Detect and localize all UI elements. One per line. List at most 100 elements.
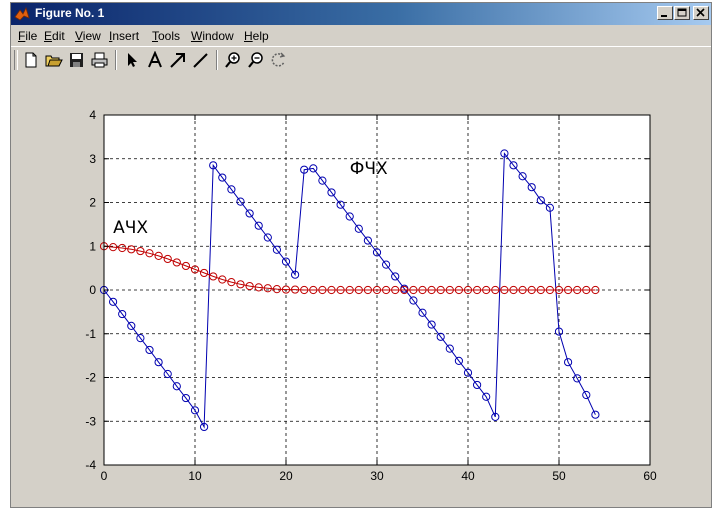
phase-response-point <box>227 185 236 194</box>
amplitude-response-point <box>454 285 463 295</box>
matlab-logo-icon <box>14 6 30 21</box>
amplitude-response-point <box>263 284 272 293</box>
phase-response-point <box>127 321 136 330</box>
text-a-icon <box>148 51 162 68</box>
close-button[interactable] <box>693 6 709 20</box>
amplitude-response-point <box>327 285 336 295</box>
amplitude-response-point <box>336 285 345 295</box>
amplitude-response-point <box>372 285 382 295</box>
phase-response-point <box>172 382 181 391</box>
y-tick-label: 0 <box>89 283 96 297</box>
menu-insert[interactable]: Insert <box>109 29 140 43</box>
maximize-icon <box>677 8 687 17</box>
save-button[interactable] <box>67 51 87 69</box>
maximize-button[interactable] <box>674 6 690 20</box>
amplitude-response-point <box>445 285 454 295</box>
amplitude-response-point <box>118 243 127 253</box>
phase-response-point <box>573 374 582 383</box>
select-arrow-button[interactable] <box>122 51 142 69</box>
y-tick-label: -2 <box>85 371 96 385</box>
amplitude-response-point <box>200 268 209 278</box>
insert-arrow-button[interactable] <box>168 51 188 69</box>
rotate-3d-icon <box>271 52 286 67</box>
phase-response-point <box>200 422 209 432</box>
print-button[interactable] <box>90 51 110 69</box>
x-tick-label: 20 <box>279 469 293 483</box>
amplitude-response-point <box>318 285 327 295</box>
annotation-amplitude-label: АЧХ <box>113 218 148 238</box>
phase-response-point <box>309 164 318 173</box>
menu-edit[interactable]: Edit <box>44 29 65 43</box>
phase-response-point <box>272 245 281 254</box>
phase-response-point <box>391 272 400 281</box>
phase-response-point <box>327 188 336 197</box>
phase-response-point <box>300 165 309 174</box>
open-file-button[interactable] <box>44 51 64 69</box>
amplitude-response-point <box>391 285 400 295</box>
new-figure-button[interactable] <box>21 51 41 69</box>
diagonal-arrow-icon <box>170 53 185 68</box>
phase-response-point <box>291 270 300 279</box>
toolbar <box>11 46 711 73</box>
amplitude-response-point <box>591 285 600 295</box>
phase-response-point <box>463 368 473 377</box>
y-tick-label: 3 <box>89 152 96 166</box>
amplitude-response-point <box>218 275 227 284</box>
menu-window[interactable]: Window <box>191 29 234 43</box>
toolbar-separator <box>115 50 117 70</box>
figure-window: Figure No. 1 File Edit View Insert Tools… <box>10 2 712 508</box>
phase-response-point <box>263 233 272 242</box>
phase-response-point <box>454 356 463 365</box>
amplitude-response-point <box>154 251 163 260</box>
phase-response-point <box>582 390 591 400</box>
zoom-out-button[interactable] <box>246 51 266 69</box>
phase-response-point <box>354 224 363 233</box>
amplitude-response-point <box>509 285 518 295</box>
phase-response-point <box>109 297 118 306</box>
phase-response-point <box>163 369 172 379</box>
x-tick-label: 60 <box>643 469 657 483</box>
phase-response-point <box>154 358 163 367</box>
phase-response-point <box>281 257 291 266</box>
phase-response-point <box>363 236 372 245</box>
phase-response-point <box>190 406 200 415</box>
rotate-3d-button[interactable] <box>269 51 289 69</box>
amplitude-response-point <box>536 285 545 295</box>
phase-response-point <box>536 196 545 205</box>
phase-response-point <box>500 149 509 158</box>
minimize-button[interactable] <box>657 6 673 20</box>
open-folder-icon <box>45 55 63 67</box>
x-tick-label: 0 <box>101 469 108 483</box>
menu-view[interactable]: View <box>75 29 101 43</box>
phase-response-point <box>418 308 427 317</box>
amplitude-response-point <box>354 285 363 295</box>
amplitude-response-point <box>400 285 409 295</box>
amplitude-response-point <box>163 254 172 264</box>
insert-line-button[interactable] <box>191 51 211 69</box>
zoom-in-icon <box>225 52 240 68</box>
y-tick-label: 4 <box>89 108 96 122</box>
phase-response-point <box>482 392 491 401</box>
x-tick-label: 40 <box>461 469 475 483</box>
zoom-in-button[interactable] <box>223 51 243 69</box>
menu-bar: File Edit View Insert Tools Window Help <box>11 26 711 45</box>
title-bar[interactable]: Figure No. 1 <box>11 3 711 25</box>
amplitude-response-point <box>245 281 254 291</box>
insert-text-button[interactable] <box>145 51 165 69</box>
menu-file[interactable]: File <box>18 29 38 43</box>
y-tick-label: 2 <box>89 196 96 210</box>
phase-response-point <box>181 393 190 403</box>
phase-response-point <box>345 212 354 221</box>
toolbar-grip[interactable] <box>14 50 18 70</box>
menu-tools[interactable]: Tools <box>152 29 181 43</box>
phase-response-point <box>545 203 555 212</box>
amplitude-response-point <box>236 280 245 289</box>
printer-icon <box>91 52 108 68</box>
amplitude-response-point <box>172 258 181 267</box>
phase-response-point <box>436 332 445 341</box>
menu-help[interactable]: Help <box>244 29 269 43</box>
phase-response-point <box>218 173 227 182</box>
amplitude-response-point <box>500 285 509 295</box>
phase-response-point <box>509 161 518 170</box>
